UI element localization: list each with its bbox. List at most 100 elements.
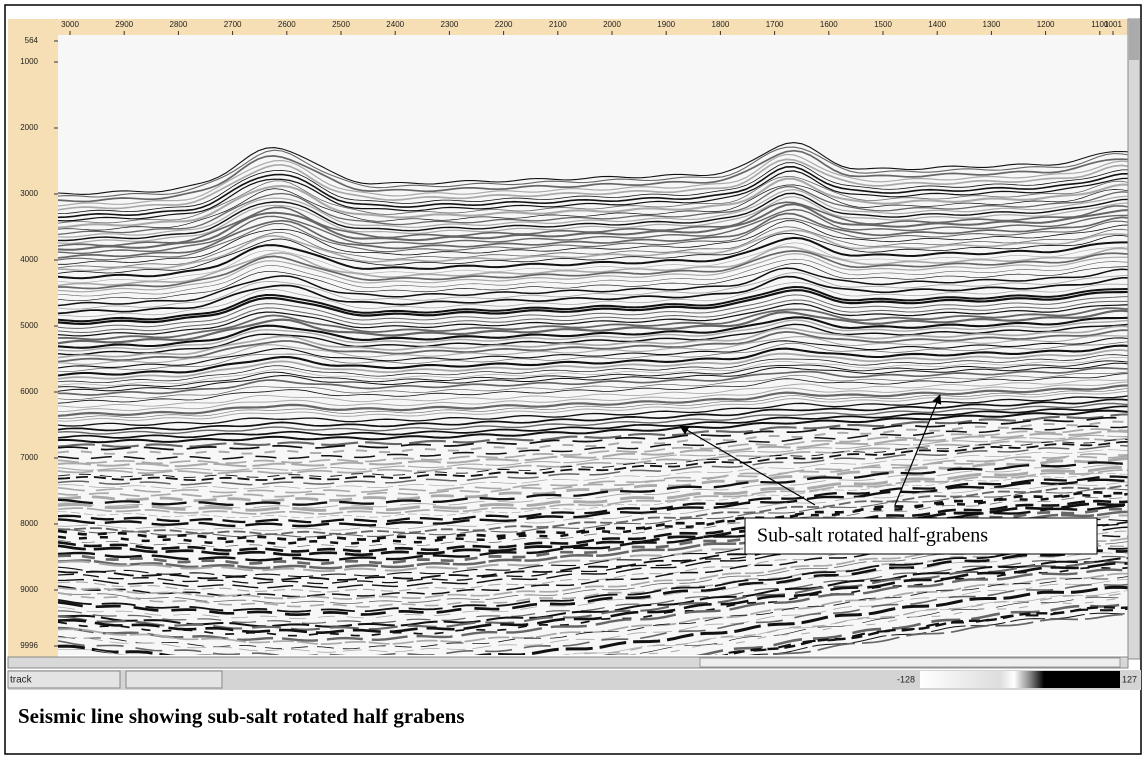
reflector <box>58 177 1128 229</box>
seismic-reflectors <box>58 142 1128 655</box>
reflector <box>58 325 1128 359</box>
reflector <box>58 299 1128 334</box>
reflector <box>58 309 1128 345</box>
reflector <box>58 294 1128 329</box>
reflector <box>58 335 1128 365</box>
status-field <box>7 670 121 689</box>
reflector <box>58 381 1128 412</box>
reflector <box>58 547 1128 613</box>
left-tick-label: 6000 <box>20 387 38 396</box>
reflector <box>58 236 1128 280</box>
reflector <box>58 341 1128 372</box>
reflector <box>58 379 1128 408</box>
status-text: track <box>10 675 33 686</box>
reflector <box>58 409 1128 444</box>
top-tick-label: 2800 <box>170 20 188 29</box>
reflector <box>58 469 1128 515</box>
reflector <box>58 416 1128 451</box>
reflector <box>58 434 1128 472</box>
reflector <box>58 302 1128 337</box>
reflector <box>58 484 1128 536</box>
reflector <box>58 357 1128 386</box>
reflector <box>58 349 1128 380</box>
reflector <box>58 282 1128 318</box>
reflector <box>58 552 1128 620</box>
reflector <box>58 275 1128 315</box>
reflector <box>58 232 1128 274</box>
reflector <box>58 272 1128 310</box>
scroll-thumb-h[interactable] <box>699 657 1121 668</box>
reflector <box>58 437 1128 475</box>
status-field-2 <box>125 670 223 689</box>
reflector <box>58 444 1128 486</box>
reflector <box>58 319 1128 352</box>
left-tick-label: 4000 <box>20 255 38 264</box>
reflector <box>58 344 1128 377</box>
annotation-arrow <box>894 394 942 506</box>
reflector <box>767 613 1128 655</box>
reflector <box>58 371 1128 400</box>
top-tick-label: 2300 <box>441 20 459 29</box>
reflector <box>58 196 1128 244</box>
reflector <box>58 185 1128 236</box>
reflector <box>58 192 1128 242</box>
reflector <box>58 585 1128 655</box>
reflector <box>58 217 1128 261</box>
top-tick-label: 2100 <box>549 20 567 29</box>
scroll-thumb[interactable] <box>1129 20 1139 60</box>
reflector <box>58 354 1128 384</box>
reflector <box>58 461 1128 507</box>
reflector <box>58 425 1128 460</box>
reflector <box>58 220 1128 265</box>
reflector <box>58 499 1128 553</box>
top-tick-label: 1400 <box>928 20 946 29</box>
reflector <box>58 175 1128 224</box>
reflector <box>58 549 1128 617</box>
amplitude-colorbar <box>920 671 1120 688</box>
reflector <box>58 544 1128 608</box>
left-tick-label: 1000 <box>20 57 38 66</box>
left-tick-label: 3000 <box>20 189 38 198</box>
reflector <box>58 245 1128 287</box>
reflector <box>58 395 1128 427</box>
annotation-text: Sub-salt rotated half-grabens <box>757 525 988 547</box>
left-ruler <box>8 19 58 659</box>
reflector <box>58 258 1128 297</box>
reflector <box>58 562 1128 635</box>
reflector <box>58 523 1128 585</box>
top-tick-label: 1600 <box>820 20 838 29</box>
left-tick-label: 9996 <box>20 641 38 650</box>
reflector <box>58 362 1128 392</box>
reflector <box>58 153 1128 207</box>
reflector <box>58 478 1128 528</box>
left-tick-label: 564 <box>25 36 39 45</box>
reflector <box>58 289 1128 326</box>
reflector <box>58 316 1128 349</box>
top-tick-label: 1001 <box>1104 20 1122 29</box>
top-tick-label: 1700 <box>766 20 784 29</box>
reflector <box>58 360 1128 389</box>
top-tick-label: 1300 <box>983 20 1001 29</box>
reflector <box>58 481 1128 531</box>
reflector <box>58 208 1128 255</box>
reflector <box>58 165 1128 219</box>
reflector <box>58 252 1128 293</box>
reflector <box>694 602 1128 655</box>
reflector <box>58 388 1128 419</box>
reflector <box>58 583 1128 655</box>
reflector <box>58 329 1128 363</box>
reflector <box>58 560 1128 631</box>
left-tick-label: 2000 <box>20 123 38 132</box>
top-tick-label: 2600 <box>278 20 296 29</box>
annotation-arrow <box>679 425 816 506</box>
reflector <box>58 226 1128 269</box>
reflector <box>58 367 1128 396</box>
reflector <box>58 488 1128 538</box>
horizontal-scrollbar[interactable] <box>7 656 1129 669</box>
reflector <box>58 405 1128 439</box>
reflector <box>58 149 1128 203</box>
reflector <box>58 420 1128 455</box>
vertical-scrollbar[interactable] <box>1127 18 1141 660</box>
left-tick-label: 8000 <box>20 519 38 528</box>
left-tick-label: 5000 <box>20 321 38 330</box>
